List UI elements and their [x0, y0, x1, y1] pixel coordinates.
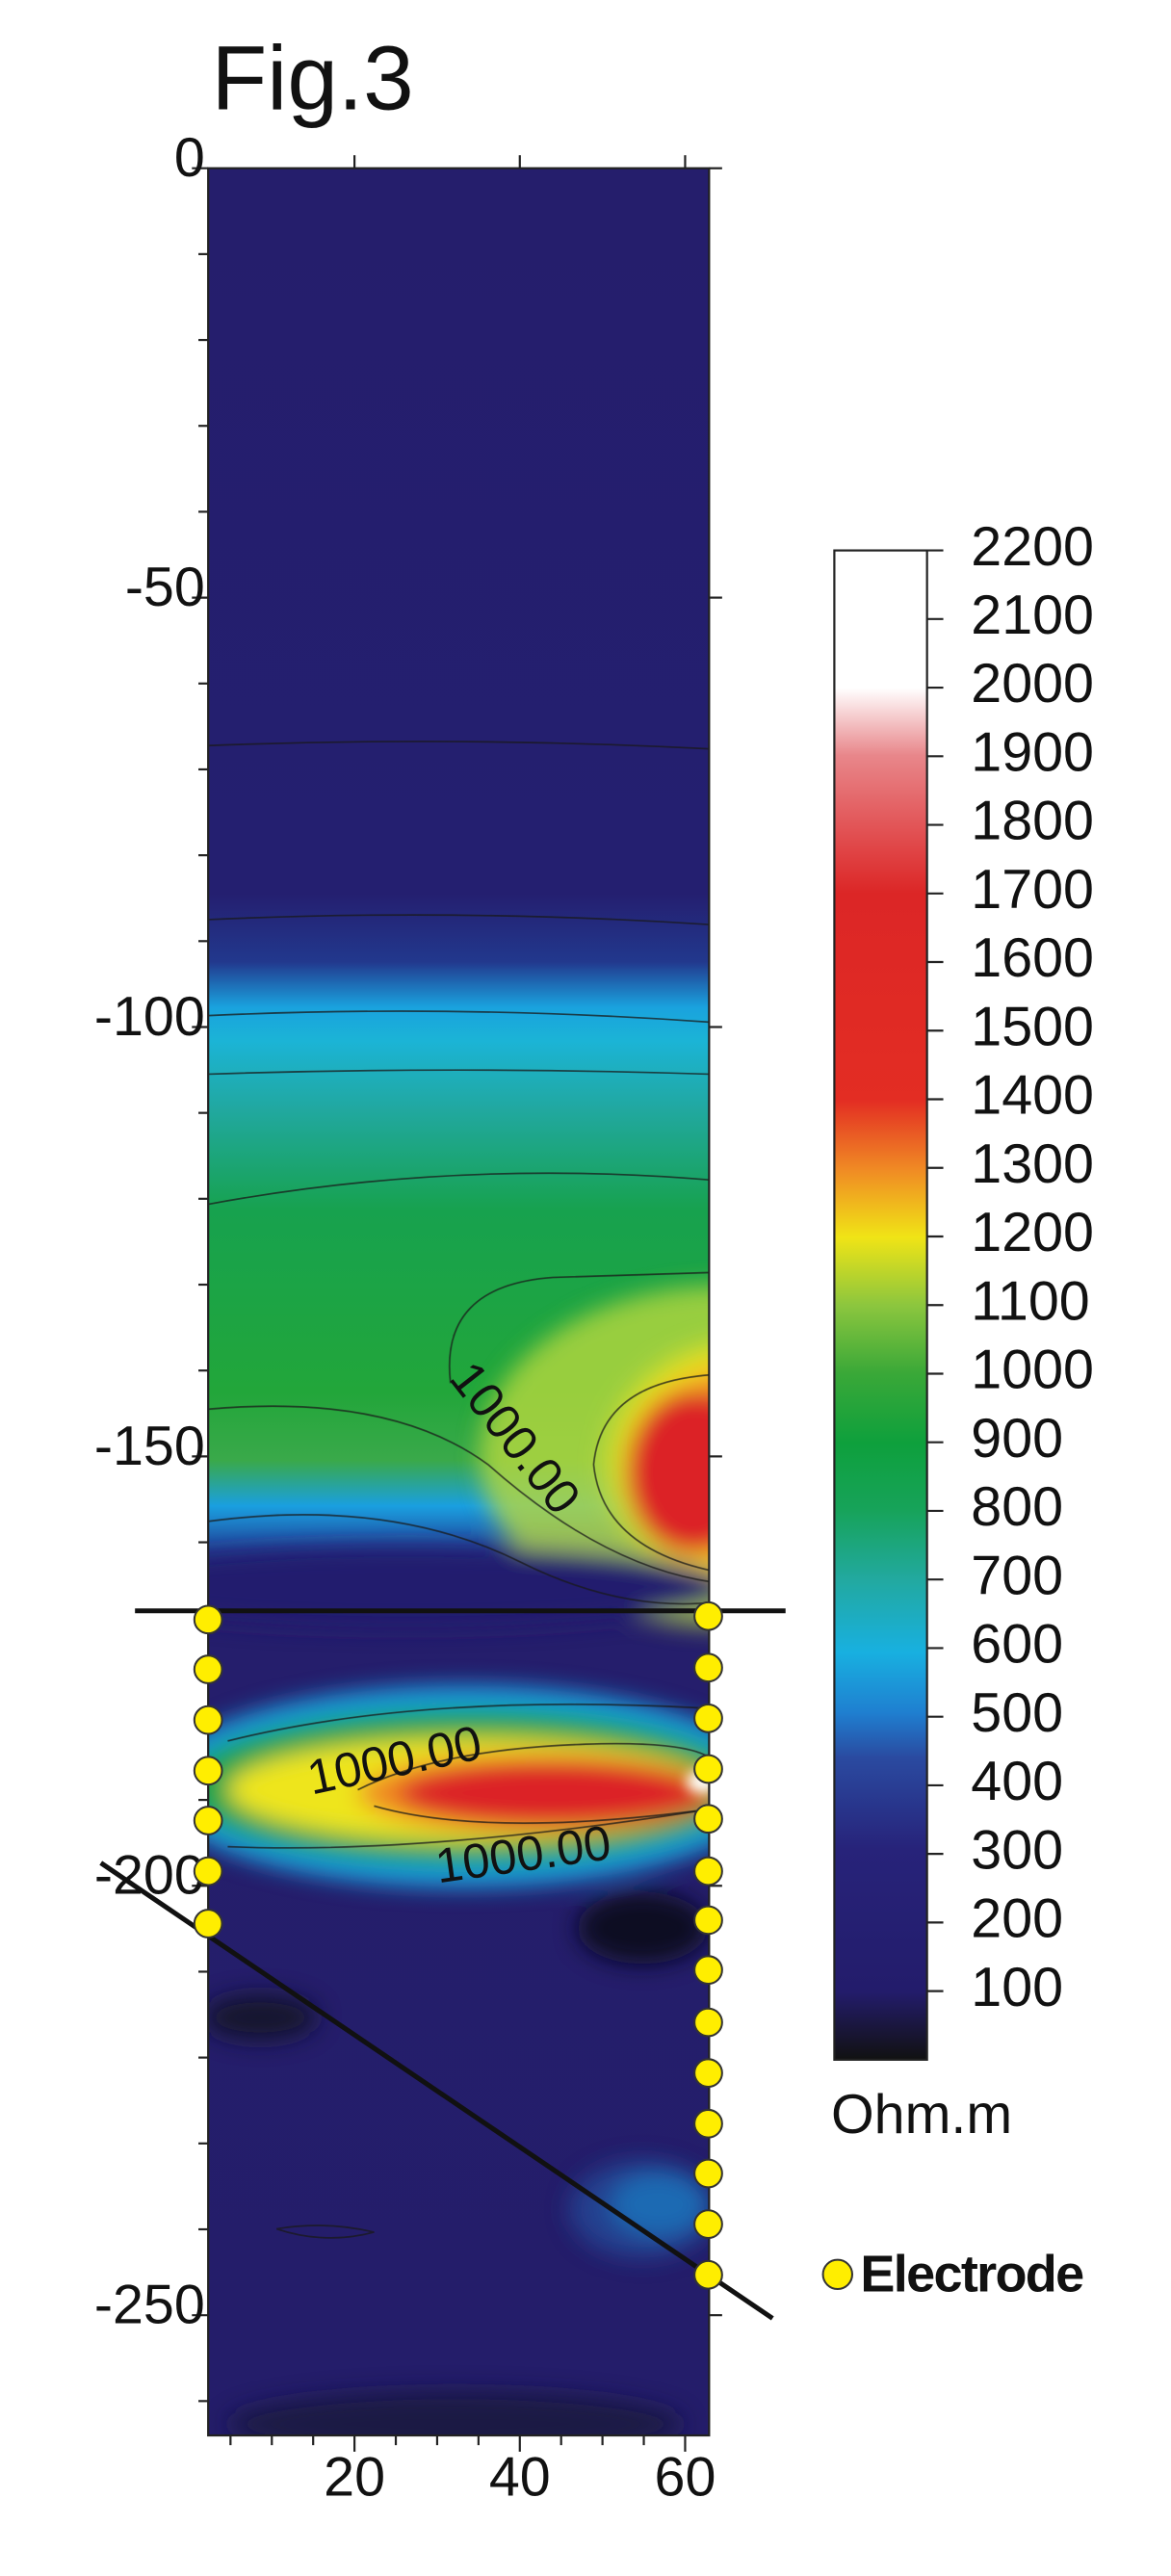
- colorbar-tick-label: 800: [971, 1476, 1063, 1538]
- colorbar-tick-label: 2000: [971, 653, 1094, 715]
- resistivity-field: [208, 168, 710, 2436]
- colorbar-tick-label: 2100: [971, 585, 1094, 646]
- electrode: [193, 1806, 223, 1835]
- colorbar-tick-label: 1900: [971, 721, 1094, 783]
- electrode: [693, 2259, 723, 2290]
- legend-marker: [821, 2258, 853, 2291]
- electrode: [693, 2158, 723, 2189]
- y-tick-label: -200: [94, 1845, 205, 1907]
- colorbar: [833, 549, 928, 2061]
- colorbar-tick-label: 400: [971, 1751, 1063, 1812]
- colorbar-tick-label: 100: [971, 1957, 1063, 2018]
- chart-title: Fig.3: [212, 28, 414, 130]
- electrode: [193, 1654, 223, 1684]
- electrode: [693, 1600, 723, 1631]
- colorbar-tick-label: 1600: [971, 927, 1094, 989]
- electrode: [193, 1856, 223, 1886]
- colorbar-tick-label: 1000: [971, 1340, 1094, 1401]
- electrode: [193, 1909, 223, 1939]
- electrode: [693, 1955, 723, 1986]
- electrode: [693, 2108, 723, 2139]
- electrode: [693, 1856, 723, 1886]
- colorbar-tick-label: 700: [971, 1545, 1063, 1606]
- electrode: [693, 1754, 723, 1784]
- colorbar-tick-label: 1700: [971, 859, 1094, 921]
- y-tick-label: -100: [94, 986, 205, 1048]
- x-tick-label: 20: [324, 2446, 385, 2508]
- plot-frame: [207, 167, 711, 2437]
- colorbar-tick-label: 1100: [971, 1270, 1089, 1332]
- colorbar-label: Ohm.m: [831, 2084, 1012, 2146]
- electrode: [693, 1704, 723, 1733]
- colorbar-tick-label: 1500: [971, 996, 1094, 1057]
- axes: [207, 167, 711, 2437]
- electrode: [693, 1804, 723, 1834]
- diagonal-line: [99, 1860, 774, 2321]
- y-tick-label: -50: [125, 557, 205, 618]
- legend-label: Electrode: [860, 2245, 1083, 2303]
- colorbar-tick-label: 900: [971, 1408, 1063, 1470]
- colorbar-tick-label: 300: [971, 1819, 1063, 1881]
- x-tick-label: 60: [655, 2446, 716, 2508]
- colorbar-tick-label: 1300: [971, 1133, 1094, 1195]
- y-tick-label: 0: [174, 127, 205, 189]
- colorbar-tick-label: 1800: [971, 791, 1094, 852]
- colorbar-tick-label: 1400: [971, 1065, 1094, 1127]
- colorbar-tick-label: 600: [971, 1614, 1063, 1676]
- electrode: [193, 1604, 223, 1635]
- electrode: [693, 2209, 723, 2240]
- electrode: [693, 2007, 723, 2038]
- electrode: [693, 1652, 723, 1683]
- colorbar-tick-label: 200: [971, 1888, 1063, 1950]
- y-tick-label: -150: [94, 1416, 205, 1477]
- colorbar-tick-label: 1200: [971, 1202, 1094, 1263]
- electrode: [693, 2058, 723, 2089]
- electrode: [193, 1756, 223, 1786]
- x-tick-label: 40: [489, 2446, 551, 2508]
- y-tick-label: -250: [94, 2275, 205, 2336]
- electrode: [693, 1905, 723, 1936]
- colorbar-tick-label: 500: [971, 1682, 1063, 1744]
- colorbar-tick-label: 2200: [971, 516, 1094, 578]
- electrode: [193, 1704, 223, 1735]
